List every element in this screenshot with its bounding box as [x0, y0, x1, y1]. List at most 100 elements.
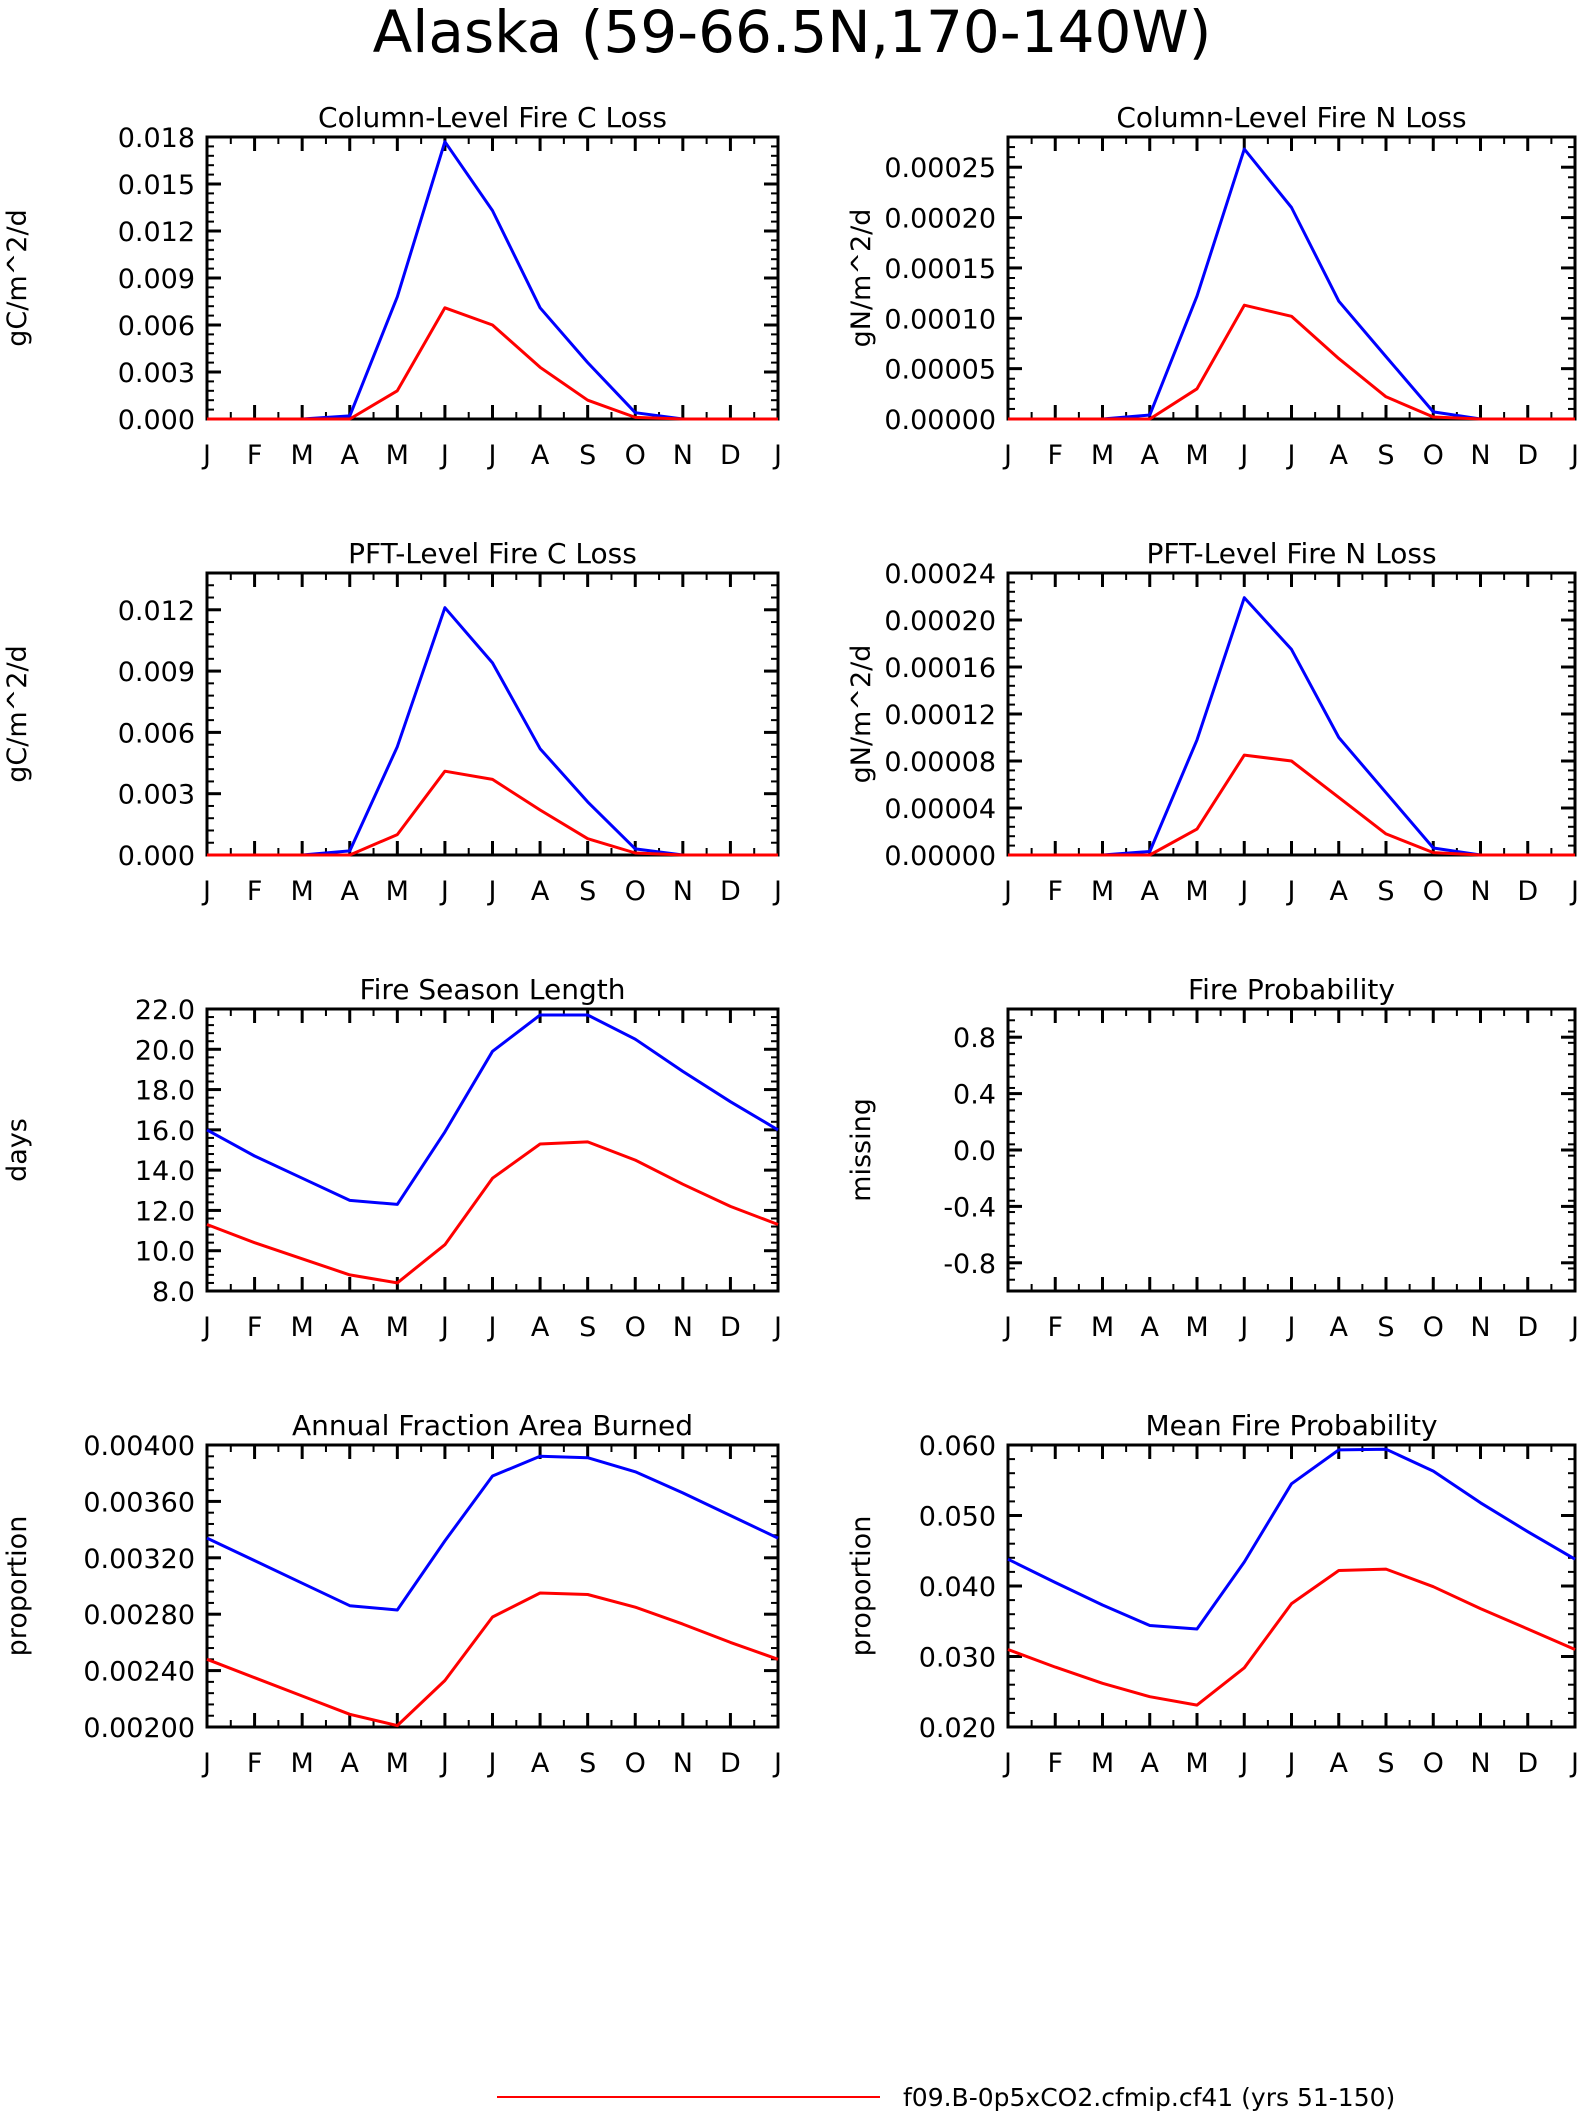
x-tick-label: J: [487, 1312, 497, 1343]
y-tick-label: 0.00400: [83, 1431, 195, 1462]
plot-title: Mean Fire Probability: [1145, 1409, 1437, 1442]
plot-title: PFT-Level Fire N Loss: [1146, 537, 1436, 570]
x-tick-label: M: [1091, 876, 1114, 907]
x-tick-label: N: [1470, 440, 1490, 471]
x-tick-label: A: [1141, 876, 1160, 907]
y-tick-label: 16.0: [135, 1116, 195, 1147]
x-tick-label: M: [386, 1748, 409, 1779]
plot-title: Fire Probability: [1188, 973, 1395, 1006]
x-tick-label: J: [1002, 1748, 1012, 1779]
x-tick-label: O: [625, 1312, 646, 1343]
x-tick-label: F: [247, 440, 263, 471]
y-tick-label: 0.00024: [884, 559, 996, 590]
y-tick-label: 0.00240: [83, 1657, 195, 1688]
y-tick-label: 0.009: [118, 264, 195, 295]
x-tick-label: J: [1002, 440, 1012, 471]
x-tick-label: A: [341, 1312, 360, 1343]
series-line: [207, 140, 778, 421]
x-tick-label: A: [531, 440, 550, 471]
y-tick-label: 0.00020: [884, 606, 996, 637]
plot-title: PFT-Level Fire C Loss: [348, 537, 637, 570]
x-tick-label: M: [1185, 876, 1208, 907]
x-tick-label: A: [1330, 440, 1349, 471]
x-tick-label: J: [1286, 876, 1296, 907]
series-line: [1008, 147, 1575, 421]
y-tick-label: 0.012: [118, 217, 195, 248]
y-tick-label: 0.00016: [884, 653, 996, 684]
x-tick-label: F: [1047, 1312, 1063, 1343]
x-tick-label: O: [625, 1748, 646, 1779]
y-tick-label: 0.000: [118, 405, 195, 436]
x-tick-label: J: [439, 876, 449, 907]
y-tick-label: 0.030: [919, 1643, 996, 1674]
x-tick-label: M: [1185, 1748, 1208, 1779]
x-tick-label: J: [201, 876, 211, 907]
legend: f09.B-0p5xCO2.cfmip.cf41 (yrs 51-150): [497, 2083, 1395, 2112]
y-tick-label: 0.003: [118, 780, 195, 811]
y-tick-label: 14.0: [135, 1156, 195, 1187]
y-tick-label: 0.050: [919, 1502, 996, 1533]
x-tick-label: A: [341, 876, 360, 907]
plot-frame: [205, 135, 780, 421]
y-tick-label: 0.006: [118, 718, 195, 749]
x-tick-label: A: [1330, 876, 1349, 907]
plot-title: Column-Level Fire C Loss: [318, 101, 667, 134]
x-tick-label: J: [1569, 876, 1579, 907]
x-tick-label: J: [1569, 440, 1579, 471]
x-tick-label: J: [1286, 1312, 1296, 1343]
x-tick-label: M: [291, 1312, 314, 1343]
x-tick-label: F: [1047, 1748, 1063, 1779]
y-tick-label: 0.006: [118, 311, 195, 342]
series-line: [206, 1591, 779, 1728]
x-tick-label: J: [772, 876, 782, 907]
chart-panel: J F M A M J J A S O N D J0.000000.000040.000080.0001…: [846, 537, 1579, 907]
x-tick-label: O: [1423, 876, 1444, 907]
x-tick-label: S: [1377, 1748, 1394, 1779]
chart-panel: J F M A M J J A S O N D J0.000000.000050.000100.0001…: [846, 101, 1579, 471]
plot-frame: [1006, 135, 1577, 421]
y-tick-label: 22.0: [135, 995, 195, 1026]
plot-frame: [1006, 1007, 1577, 1293]
y-axis-label: proportion: [846, 1516, 877, 1657]
plot-title: Annual Fraction Area Burned: [292, 1409, 693, 1442]
x-tick-label: J: [487, 1748, 497, 1779]
y-tick-label: 0.00015: [884, 254, 996, 285]
legend-label: f09.B-0p5xCO2.cfmip.cf41 (yrs 51-150): [903, 2083, 1395, 2112]
x-tick-label: F: [247, 1312, 263, 1343]
x-tick-label: O: [625, 440, 646, 471]
series-line: [206, 1454, 779, 1612]
x-tick-label: J: [201, 1312, 211, 1343]
x-tick-label: S: [579, 1312, 596, 1343]
x-tick-label: J: [201, 440, 211, 471]
chart-panel: J F M A M J J A S O N D J0.0000.0030.0060.0090.0120.…: [2, 101, 782, 471]
y-tick-label: 0.8: [953, 1023, 996, 1054]
y-axis-label: gC/m^2/d: [2, 645, 33, 782]
x-tick-label: J: [1238, 1748, 1248, 1779]
x-tick-label: J: [201, 1748, 211, 1779]
series-line: [1007, 1567, 1576, 1707]
y-tick-label: 0.020: [919, 1713, 996, 1744]
x-tick-label: S: [579, 876, 596, 907]
series-line: [206, 1013, 779, 1206]
y-tick-label: 20.0: [135, 1035, 195, 1066]
y-tick-label: 0.4: [953, 1080, 996, 1111]
x-tick-label: F: [247, 1748, 263, 1779]
series-line: [1008, 596, 1575, 857]
y-tick-label: 0.00320: [83, 1544, 195, 1575]
x-tick-label: N: [1470, 1748, 1490, 1779]
x-tick-label: J: [1238, 1312, 1248, 1343]
y-axis-label: missing: [846, 1098, 877, 1202]
y-tick-label: 10.0: [135, 1237, 195, 1268]
x-tick-label: N: [673, 876, 693, 907]
x-tick-label: S: [1377, 876, 1394, 907]
chart-panel: J F M A M J J A S O N D J0.0000.0030.0060.0090.012PF…: [2, 537, 782, 907]
y-tick-label: 0.00200: [83, 1713, 195, 1744]
x-tick-label: M: [291, 1748, 314, 1779]
chart-panel: J F M A M J J A S O N D J0.0200.0300.0400.0500.060Me…: [846, 1409, 1579, 1779]
x-tick-label: N: [673, 440, 693, 471]
plots-grid: J F M A M J J A S O N D J0.0000.0030.0060.0090.0120.…: [2, 101, 1579, 1779]
y-tick-label: 0.00008: [884, 747, 996, 778]
y-tick-label: 0.00005: [884, 355, 996, 386]
x-tick-label: J: [1238, 876, 1248, 907]
